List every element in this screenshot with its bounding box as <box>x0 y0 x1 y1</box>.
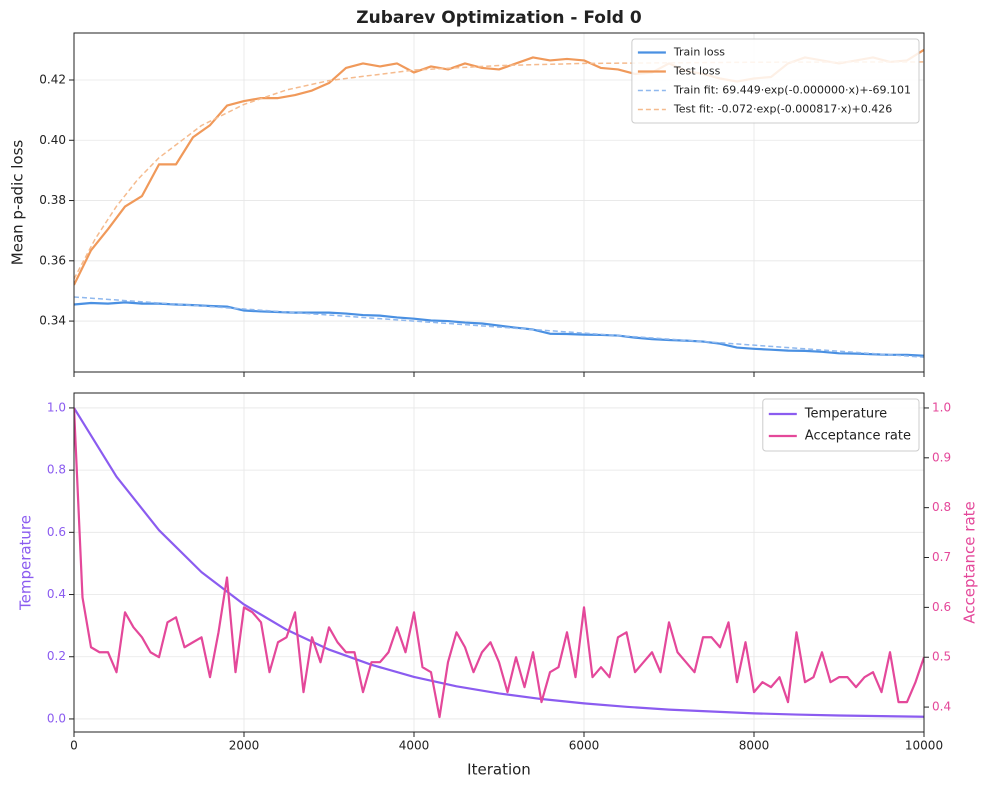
legend-box <box>631 38 920 124</box>
series-line <box>74 407 924 718</box>
x-tick-label: 4000 <box>399 739 430 753</box>
y-tick-label: 0.2 <box>47 649 66 663</box>
x-axis-label: Iteration <box>467 761 531 779</box>
plot-frame <box>73 392 925 733</box>
legend-label: Test fit: -0.072·exp(-0.000817·x)+0.426 <box>673 103 892 116</box>
y-tick-label: 0.8 <box>47 463 66 477</box>
y-tick-label: 0.38 <box>39 193 66 207</box>
legend-label: Acceptance rate <box>805 429 911 444</box>
plot-frame <box>73 32 925 373</box>
y-tick-label: 0.6 <box>47 525 66 539</box>
y2-axis-label: Acceptance rate <box>961 501 979 624</box>
y-tick-label: 0.42 <box>39 73 66 87</box>
y2-tick-label: 0.6 <box>932 600 951 614</box>
x-tick-label: 0 <box>70 739 78 753</box>
series-line <box>74 301 924 357</box>
y-tick-label: 1.0 <box>47 400 66 414</box>
series-line <box>74 296 924 358</box>
legend-label: Temperature <box>804 407 887 422</box>
y2-tick-label: 0.5 <box>932 650 951 664</box>
series-line <box>74 407 924 719</box>
x-tick-label: 8000 <box>739 739 770 753</box>
chart-title: Zubarev Optimization - Fold 0 <box>356 8 642 28</box>
x-tick-label: 2000 <box>229 739 260 753</box>
plot-area <box>74 407 924 719</box>
y-tick-label: 0.4 <box>47 587 66 601</box>
y-tick-label: 0.34 <box>39 314 66 328</box>
legend-box <box>762 398 920 452</box>
y2-tick-label: 0.4 <box>932 700 951 714</box>
y-tick-label: 0.0 <box>47 711 66 725</box>
legend-label: Train loss <box>673 46 725 59</box>
legend-label: Train fit: 69.449·exp(-0.000000·x)+-69.1… <box>673 84 911 97</box>
y2-tick-label: 0.7 <box>932 550 951 564</box>
y2-tick-label: 0.9 <box>932 450 951 464</box>
series-line <box>74 61 924 280</box>
x-tick-label: 6000 <box>569 739 600 753</box>
y-tick-label: 0.40 <box>39 133 66 147</box>
y-axis-label: Mean p-adic loss <box>9 140 27 266</box>
y2-tick-label: 1.0 <box>932 400 951 414</box>
y2-tick-label: 0.8 <box>932 500 951 514</box>
y-axis-label: Temperature <box>17 515 35 611</box>
y-tick-label: 0.36 <box>39 253 66 267</box>
legend-label: Test loss <box>673 65 721 78</box>
x-tick-label: 10000 <box>905 739 943 753</box>
